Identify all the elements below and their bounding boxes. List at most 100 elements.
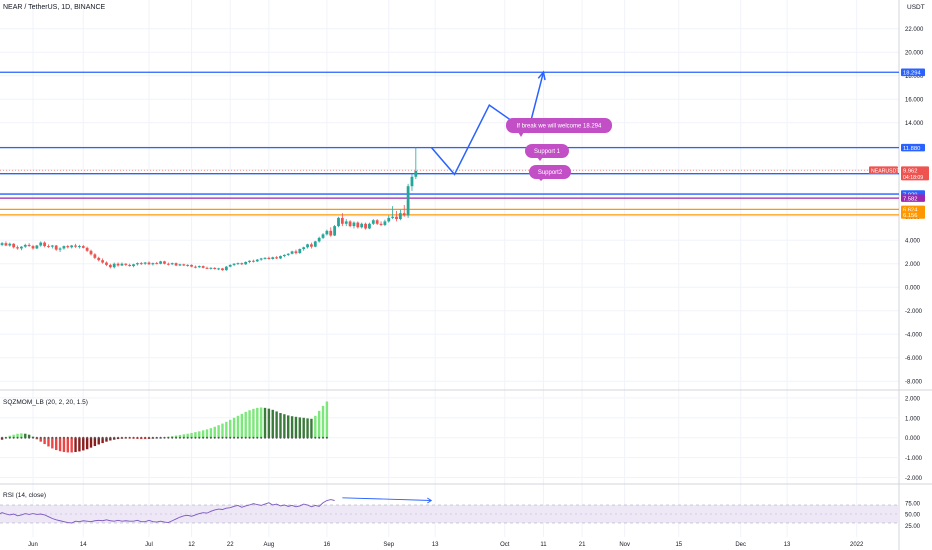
candle-body xyxy=(47,246,50,248)
candle xyxy=(217,267,221,271)
candle-body xyxy=(85,247,89,251)
momentum-bar xyxy=(70,437,73,453)
squeeze-dot xyxy=(217,436,220,439)
price-tag-countdown: 04:18:09 xyxy=(903,175,923,181)
candle-body xyxy=(414,170,418,177)
candle-body xyxy=(333,226,337,236)
momentum-bar xyxy=(314,415,317,438)
squeeze-dot xyxy=(148,436,151,439)
candle-body xyxy=(54,245,58,250)
candle xyxy=(85,246,89,252)
candle-body xyxy=(12,243,16,248)
candle-body xyxy=(294,251,298,254)
candle-body xyxy=(0,243,4,245)
horizontal-levels xyxy=(0,71,899,216)
candle xyxy=(364,222,367,230)
candle xyxy=(197,265,201,268)
candle-body xyxy=(340,217,344,224)
candle-body xyxy=(93,254,97,258)
candle-body xyxy=(263,257,267,259)
squeeze-dot xyxy=(97,436,100,439)
candle xyxy=(4,241,8,247)
candle-body xyxy=(313,241,317,247)
candle xyxy=(163,260,166,265)
candle xyxy=(35,244,39,250)
momentum-bar xyxy=(205,429,209,438)
candle xyxy=(294,249,298,255)
squeeze-dot xyxy=(229,436,232,439)
candle xyxy=(221,267,224,271)
rsi-indicator-title: RSI (14, close) xyxy=(3,492,46,499)
candle xyxy=(89,249,93,256)
candle-body xyxy=(139,263,143,265)
momentum-bar xyxy=(93,437,97,447)
momentum-bar xyxy=(66,437,70,453)
candle xyxy=(402,204,406,217)
momentum-bar xyxy=(16,433,19,438)
level-tag xyxy=(901,194,925,202)
candle-body xyxy=(279,256,282,259)
y-tick-label: 0.000 xyxy=(905,436,921,442)
x-tick-label: 21 xyxy=(579,542,586,548)
candle xyxy=(58,247,62,252)
momentum-bar xyxy=(182,434,186,438)
candle-body xyxy=(364,223,367,229)
candle xyxy=(224,266,228,271)
squeeze-dot xyxy=(209,436,212,439)
squeeze-dot xyxy=(74,436,77,439)
x-tick-label: 2022 xyxy=(850,542,864,548)
squeeze-dot xyxy=(101,436,104,439)
candle xyxy=(344,219,348,227)
candle xyxy=(371,219,375,225)
candle xyxy=(259,257,263,261)
candle xyxy=(190,264,193,268)
y-tick-label: 22.000 xyxy=(905,27,924,33)
candle-body xyxy=(132,264,135,267)
candle xyxy=(151,262,155,266)
candle xyxy=(275,256,279,260)
callouts: If break we will welcome 18.294 Support 1… xyxy=(506,118,612,181)
candle-body xyxy=(27,244,31,247)
squeeze-dot xyxy=(256,436,259,439)
candle xyxy=(329,227,333,237)
squeeze-dot xyxy=(159,436,162,439)
candle xyxy=(248,260,251,264)
candle-body xyxy=(348,221,352,227)
x-tick-label: Dec xyxy=(735,542,746,548)
candle-body xyxy=(89,250,93,255)
squeeze-dot xyxy=(12,436,15,439)
x-tick-label: 15 xyxy=(675,542,682,548)
x-tick-label: 16 xyxy=(324,542,331,548)
squeeze-dot xyxy=(120,436,123,439)
candle xyxy=(340,213,344,227)
momentum-bar xyxy=(213,426,216,438)
projection-line xyxy=(430,72,545,176)
candle xyxy=(19,246,23,251)
candle xyxy=(321,233,325,240)
candle xyxy=(66,244,70,249)
squeeze-dot xyxy=(310,436,313,439)
momentum-bar xyxy=(198,431,201,438)
x-tick-label: 22 xyxy=(227,542,234,548)
squeeze-dot xyxy=(28,436,31,439)
candle xyxy=(267,256,271,260)
candle xyxy=(174,262,178,267)
callout-box xyxy=(506,118,612,133)
y-tick-label: 0.000 xyxy=(905,286,921,292)
level-tag-label: 6.624 xyxy=(903,208,918,214)
y-tick-label: 18.000 xyxy=(905,74,924,80)
squeeze-dot xyxy=(105,436,108,439)
y-tick-label: 2.000 xyxy=(905,396,921,402)
squeeze-dot xyxy=(47,436,50,439)
squeeze-dot xyxy=(236,436,239,439)
axes: 22.00020.00018.00016.00014.00012.00010.0… xyxy=(3,27,929,548)
candle-body xyxy=(186,264,190,266)
squeeze-dot xyxy=(39,436,42,439)
candle xyxy=(81,244,85,249)
callout-bubble: If break we will welcome 18.294 xyxy=(506,118,612,137)
y-tick-label: 4.000 xyxy=(905,239,921,245)
squeeze-dot xyxy=(82,436,85,439)
squeeze-dot xyxy=(51,436,54,439)
momentum-bar xyxy=(209,428,213,438)
